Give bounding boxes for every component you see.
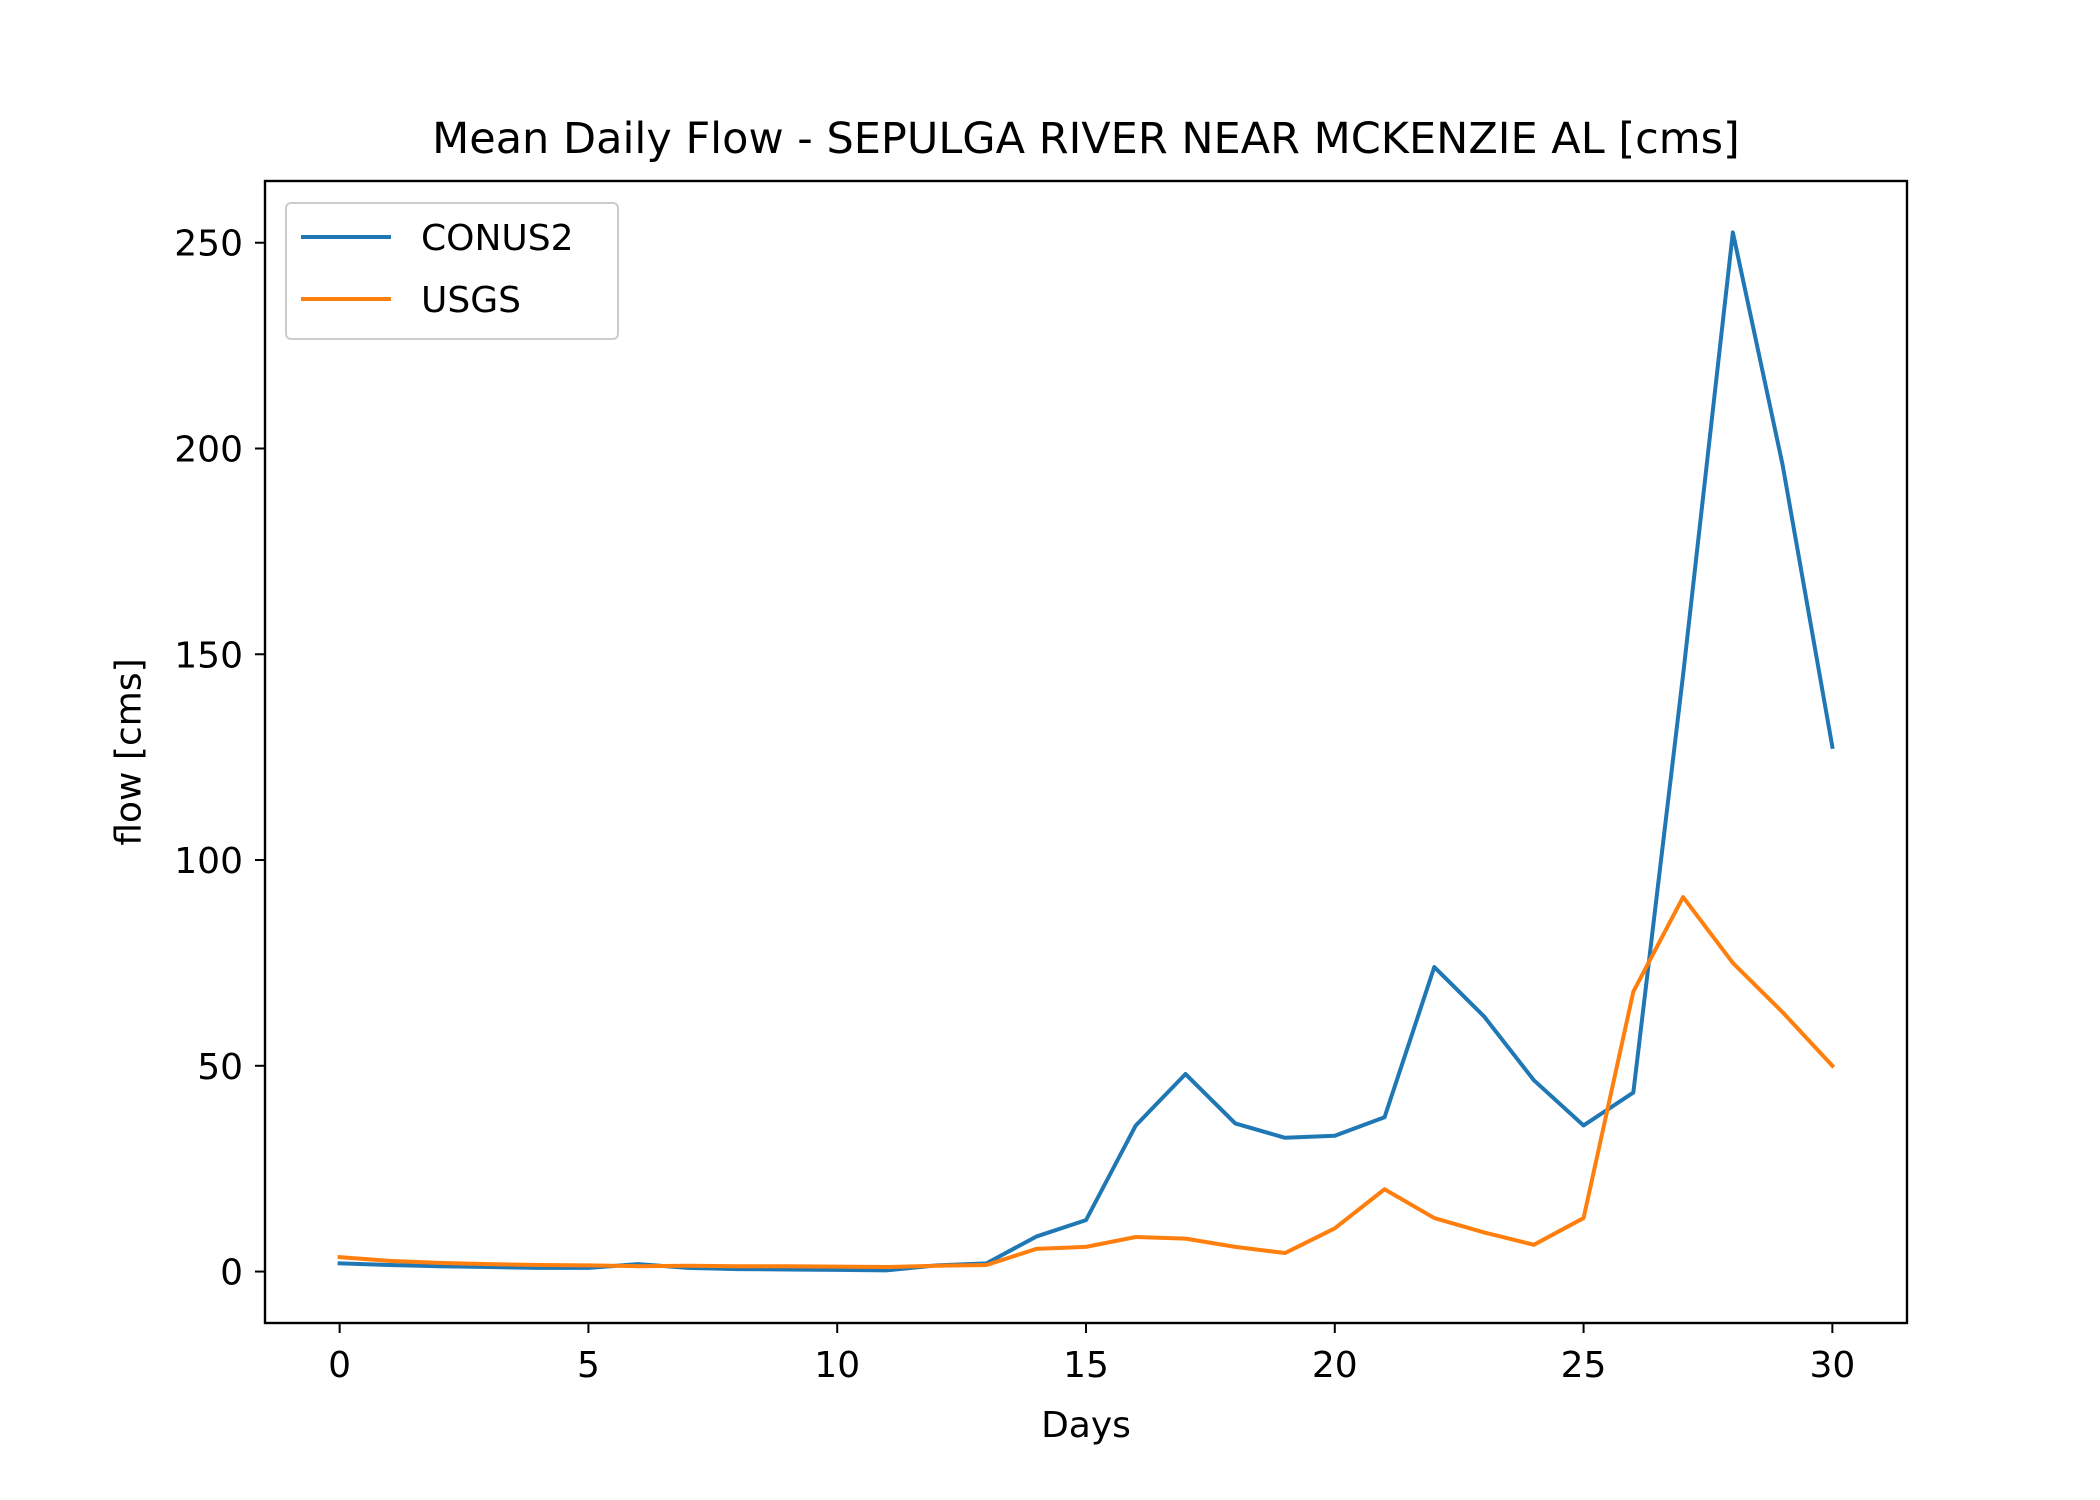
legend: CONUS2 USGS	[285, 202, 619, 340]
legend-item-usgs: USGS	[301, 280, 521, 321]
x-axis-title: Days	[1041, 1405, 1131, 1446]
plot-area	[263, 179, 1909, 1325]
x-tick-label: 25	[1561, 1345, 1607, 1386]
series-usgs	[337, 895, 1836, 1270]
y-tick-label: 100	[174, 841, 243, 882]
legend-item-conus2: CONUS2	[301, 218, 574, 259]
y-tick-label: 250	[174, 224, 243, 265]
legend-label: USGS	[421, 280, 521, 321]
x-tick-label: 0	[328, 1345, 351, 1386]
y-tick-label: 0	[220, 1253, 243, 1294]
x-axis: 0 5 10 15 20 25 30	[328, 1323, 1855, 1386]
y-tick-label: 150	[174, 635, 243, 676]
series-line-conus2	[337, 230, 1835, 1273]
legend-label: CONUS2	[421, 218, 574, 259]
x-tick-label: 15	[1063, 1345, 1109, 1386]
series-conus2	[337, 230, 1835, 1273]
series-line-usgs	[337, 895, 1836, 1270]
y-tick-label: 200	[174, 429, 243, 470]
series-group	[337, 230, 1836, 1273]
x-tick-label: 30	[1809, 1345, 1855, 1386]
y-axis-title: flow [cms]	[109, 658, 150, 845]
x-tick-label: 20	[1312, 1345, 1358, 1386]
y-tick-label: 50	[197, 1047, 243, 1088]
x-tick-label: 5	[577, 1345, 600, 1386]
y-axis: 0 50 100 150 200 250	[174, 224, 265, 1294]
x-tick-label: 10	[814, 1345, 860, 1386]
chart-title: Mean Daily Flow - SEPULGA RIVER NEAR MCK…	[432, 114, 1740, 164]
plot-background	[265, 181, 1907, 1323]
